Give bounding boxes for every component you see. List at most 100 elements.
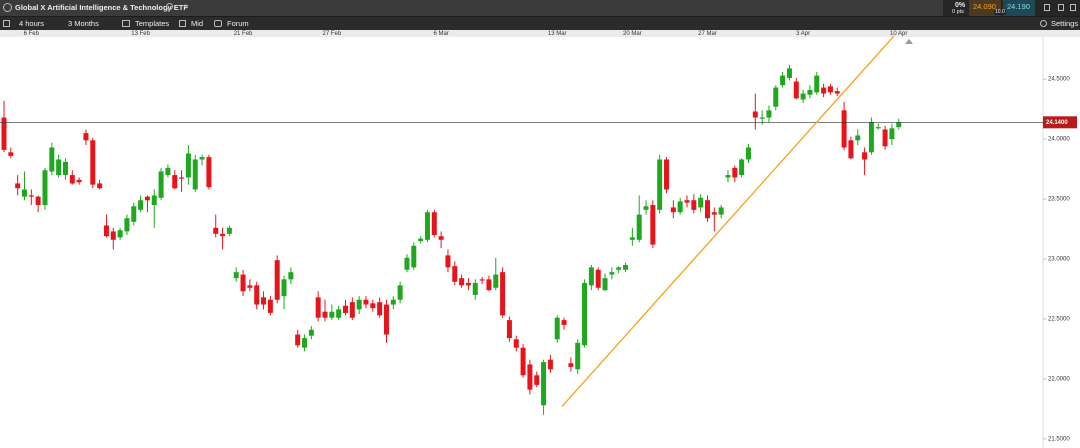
candle-body [302, 338, 308, 348]
candle-body [862, 152, 868, 160]
candle-body [240, 274, 246, 292]
candle-body [452, 266, 458, 282]
candle-body [404, 257, 410, 270]
candle-body [97, 183, 103, 189]
candle-body [179, 177, 185, 179]
candle-body [493, 274, 499, 288]
candle-body [623, 264, 629, 270]
candle-body [472, 282, 478, 295]
candle-body [561, 320, 567, 325]
candle-body [800, 93, 806, 100]
candle-body [445, 255, 451, 268]
pin-icon[interactable] [1058, 4, 1064, 11]
candle-body [506, 320, 512, 339]
candle-body [356, 299, 362, 310]
layout-icon[interactable] [3, 20, 10, 27]
candle-body [315, 297, 321, 318]
candle-body [322, 311, 328, 318]
candle-body [704, 200, 710, 219]
candle-body [117, 230, 123, 238]
candle-body [739, 159, 745, 176]
candle-body [185, 153, 191, 178]
candle-body [643, 206, 649, 210]
candle-body [411, 245, 417, 268]
candle-body [28, 195, 34, 197]
candle-body [281, 279, 287, 297]
candle-body [103, 225, 109, 237]
candle-body [206, 157, 212, 188]
candle-body [609, 272, 615, 275]
buy-box[interactable]: 24.190 [1003, 0, 1035, 16]
candle-body [56, 159, 62, 176]
candle-body [602, 278, 608, 291]
candle-body [418, 238, 424, 241]
sell-price[interactable]: 24.090 [973, 2, 996, 11]
settings[interactable]: Settings [1051, 19, 1079, 28]
forum[interactable]: Forum [227, 19, 249, 28]
candle-body [588, 267, 594, 286]
buy-price[interactable]: 24.190 [1007, 2, 1030, 11]
candle-body [541, 362, 547, 406]
x-tick-label: 3 Apr [796, 31, 810, 37]
price-type-icon[interactable] [179, 20, 186, 27]
candle-body [83, 133, 89, 141]
x-tick-label: 21 Feb [234, 31, 253, 37]
new-tab[interactable]: + [183, 2, 189, 13]
forum-icon[interactable] [214, 20, 222, 27]
candle-body [247, 285, 253, 288]
last-price-box [1043, 116, 1077, 129]
candle-body [616, 267, 622, 270]
range[interactable]: 3 Months [68, 19, 99, 28]
tab-title[interactable]: Global X Artificial Intelligence & Techn… [15, 3, 188, 12]
app-icon[interactable] [3, 3, 12, 12]
change-pts: 0 pts [952, 9, 964, 15]
price-type[interactable]: Mid [191, 19, 204, 28]
trend-line [561, 35, 895, 407]
settings-icon[interactable] [1040, 20, 1047, 27]
candle-body [486, 279, 492, 291]
search-icon[interactable] [166, 3, 173, 10]
candle-body [855, 135, 861, 141]
candle-body [144, 196, 150, 201]
candle-body [896, 122, 902, 128]
candle-body [752, 111, 758, 118]
candle-body [377, 302, 383, 316]
x-tick-label: 10 Apr [890, 31, 907, 37]
candle-body [110, 231, 116, 240]
last-price-label: 24.1400 [1046, 120, 1068, 126]
candle-body [124, 218, 130, 232]
candle-body [841, 110, 847, 148]
candle-body [308, 329, 314, 336]
candle-body [158, 171, 164, 198]
candle-body [670, 207, 676, 213]
candle-body [595, 269, 601, 288]
candle-body [35, 196, 41, 206]
templates-icon[interactable] [122, 20, 130, 27]
candle-body [725, 175, 731, 178]
close-icon[interactable] [1070, 4, 1076, 11]
candle-body [62, 161, 68, 176]
window-icon[interactable] [1044, 4, 1050, 11]
scroll-marker[interactable] [905, 39, 913, 44]
candle-body [513, 339, 519, 348]
candle-body [226, 227, 232, 234]
candle-body [575, 342, 581, 370]
candle-body [431, 212, 437, 236]
candle-body [336, 309, 342, 318]
candle-body [349, 302, 355, 318]
x-tick-label: 13 Feb [131, 31, 150, 37]
templates[interactable]: Templates [135, 19, 170, 28]
candle-body [151, 195, 157, 206]
candle-body [827, 86, 833, 93]
interval[interactable]: 4 hours [19, 19, 45, 28]
candle-body [711, 212, 717, 215]
candle-body [547, 359, 553, 370]
candle-body [889, 128, 895, 140]
candle-body [520, 347, 526, 376]
candle-body [684, 200, 690, 203]
sell-box[interactable]: 24.090 [969, 0, 1001, 16]
candle-body [329, 311, 335, 318]
candle-body [76, 179, 82, 183]
candle-body [636, 214, 642, 240]
candle-body [370, 303, 376, 309]
